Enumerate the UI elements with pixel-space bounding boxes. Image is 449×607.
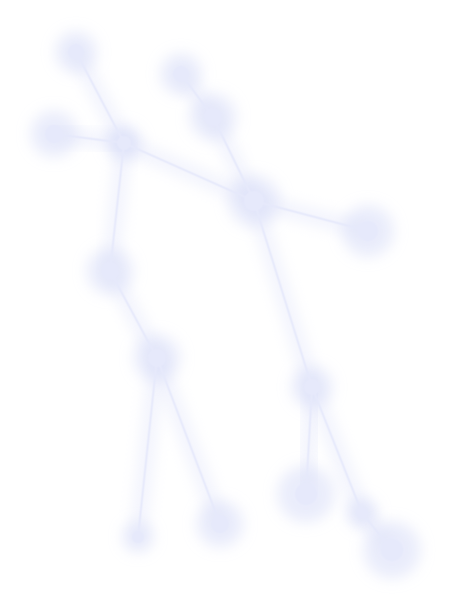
- constellation-line: [305, 386, 313, 495]
- star-node: [117, 136, 131, 150]
- star-node: [148, 349, 166, 367]
- star-node: [304, 379, 320, 395]
- constellation-line: [109, 142, 125, 272]
- constellation-line: [253, 200, 313, 388]
- constellation-line: [123, 142, 255, 202]
- star-node: [173, 66, 189, 82]
- star-node: [204, 108, 222, 126]
- star-node: [101, 262, 119, 280]
- star-node: [45, 125, 63, 143]
- star-node: [356, 507, 368, 519]
- star-node: [132, 531, 144, 543]
- constellation-line: [156, 357, 221, 525]
- edge-layer: [53, 51, 393, 551]
- star-node: [211, 515, 229, 533]
- constellation-line: [53, 133, 125, 144]
- star-node: [295, 483, 317, 505]
- constellation-line: [109, 270, 158, 359]
- star-node: [381, 539, 403, 561]
- star-node: [358, 221, 378, 241]
- constellation-line: [311, 386, 363, 514]
- constellation-line: [212, 116, 255, 202]
- constellation-line: [137, 357, 158, 538]
- glow-layer: [30, 31, 421, 579]
- star-node: [244, 191, 264, 211]
- star-node: [68, 44, 84, 60]
- node-layer: [45, 44, 403, 561]
- constellation-line: [253, 200, 369, 232]
- constellation-line: [75, 51, 125, 144]
